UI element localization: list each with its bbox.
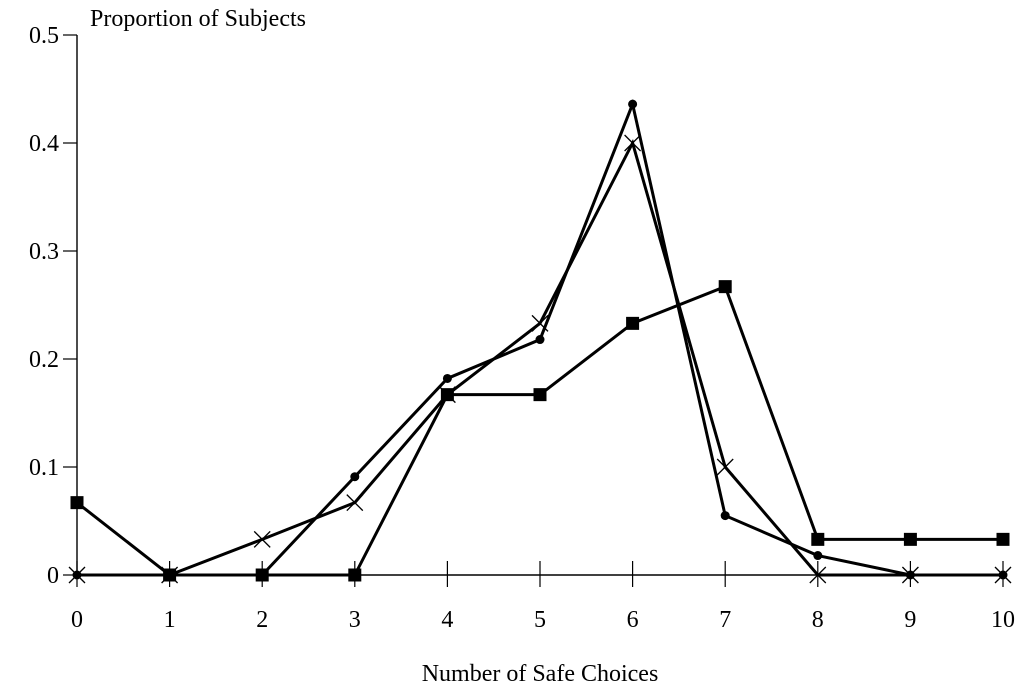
- x-tick-label: 2: [256, 607, 268, 633]
- data-point-cross: [624, 134, 642, 152]
- series-cross: [68, 134, 1012, 584]
- data-point-square: [718, 280, 732, 294]
- data-point-circle: [72, 570, 82, 580]
- y-ticks: 0 0.1 0.2 0.3 0.4 0.5: [29, 23, 77, 589]
- data-point-cross: [809, 566, 827, 584]
- y-tick-label: 0.5: [29, 23, 59, 49]
- data-point-square: [440, 388, 454, 402]
- data-point-square: [811, 532, 825, 546]
- data-point-circle: [628, 99, 638, 109]
- y-tick-label: 0.3: [29, 239, 59, 265]
- x-tick-label: 10: [991, 607, 1015, 633]
- data-point-square: [996, 532, 1010, 546]
- series-circle: [72, 99, 1008, 580]
- data-point-cross: [346, 494, 364, 512]
- data-point-cross: [716, 458, 734, 476]
- data-point-square: [70, 496, 84, 510]
- axes: [76, 35, 1003, 576]
- data-point-circle: [442, 373, 452, 383]
- data-point-circle: [905, 570, 915, 580]
- y-tick-label: 0.1: [29, 455, 59, 481]
- x-tick-label: 8: [812, 607, 824, 633]
- x-ticks: 0 1 2 3 4 5 6 7 8 9 10: [71, 561, 1015, 633]
- y-tick-label: 0.4: [29, 131, 59, 157]
- y-tick-label: 0.2: [29, 347, 59, 373]
- x-tick-label: 3: [349, 607, 361, 633]
- data-point-square: [533, 388, 547, 402]
- series-square: [70, 280, 1010, 582]
- data-point-square: [348, 568, 362, 582]
- y-axis-title: Proportion of Subjects: [90, 6, 306, 32]
- data-point-circle: [813, 551, 823, 561]
- x-tick-label: 0: [71, 607, 83, 633]
- data-point-circle: [535, 335, 545, 345]
- data-point-cross: [253, 530, 271, 548]
- x-axis-title: Number of Safe Choices: [422, 661, 659, 687]
- data-point-square: [255, 568, 269, 582]
- data-point-circle: [720, 511, 730, 521]
- x-tick-label: 6: [627, 607, 639, 633]
- x-tick-label: 1: [164, 607, 176, 633]
- data-point-circle: [350, 472, 360, 482]
- data-point-square: [626, 316, 640, 330]
- data-point-square: [163, 568, 177, 582]
- x-tick-label: 4: [441, 607, 453, 633]
- series-layer: [68, 99, 1012, 584]
- data-point-circle: [998, 570, 1008, 580]
- y-tick-label: 0: [47, 563, 59, 589]
- x-tick-label: 9: [904, 607, 916, 633]
- series-line-cross: [77, 138, 1003, 577]
- x-tick-label: 5: [534, 607, 546, 633]
- data-point-square: [903, 532, 917, 546]
- x-tick-label: 7: [719, 607, 731, 633]
- series-line-square: [76, 284, 1003, 577]
